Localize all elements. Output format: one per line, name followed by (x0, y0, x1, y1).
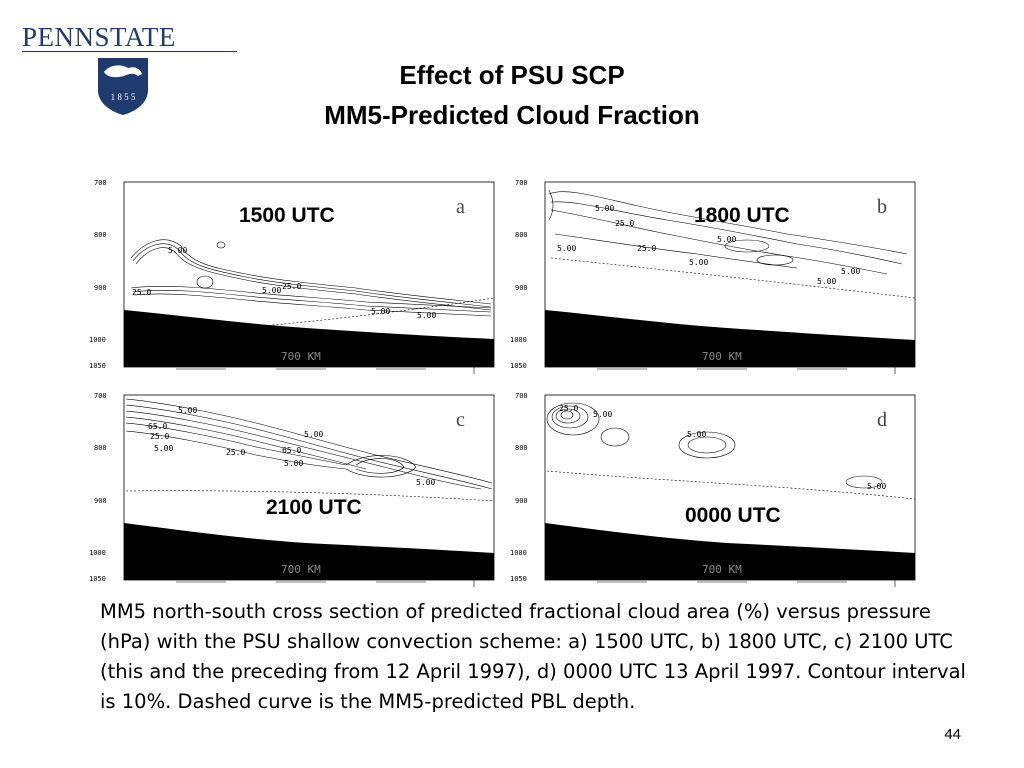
contour-label: 25.0 (132, 288, 151, 297)
contour-label: 5.00 (717, 235, 736, 244)
contour-label: 5.00 (689, 258, 708, 267)
contour-label: 25.0 (282, 282, 301, 291)
contour-label: 5.00 (178, 406, 197, 415)
ytick: 900 (515, 284, 528, 292)
contour-label: 5.00 (595, 204, 614, 213)
ytick: 700 (515, 392, 528, 400)
contour-label: 5.00 (168, 246, 187, 255)
ytick: 1000 (89, 336, 106, 344)
panel-c-time: 2100 UTC (266, 496, 362, 519)
ytick: 1000 (510, 336, 527, 344)
contour-label: 5.00 (817, 277, 836, 286)
contour-label: 5.00 (371, 307, 390, 316)
ytick: 900 (94, 497, 107, 505)
contour-label: 25.0 (615, 219, 634, 228)
contour-label: 5.00 (841, 267, 860, 276)
cross-section-panel-d: 700 800 900 1000 1050 700 KM 25.0 5.00 5… (507, 389, 917, 599)
panel-d-plot: 700 800 900 1000 1050 700 KM 25.0 5.00 5… (510, 392, 916, 587)
panel-b-plot: 700 800 900 1000 1050 700 KM 5.00 25.0 5… (510, 179, 916, 374)
cross-section-panel-a: 700 800 900 1000 1050 700 KM 5.00 25.0 5… (86, 176, 496, 386)
panel-a-plot: 700 800 900 1000 1050 700 KM 5.00 25.0 5… (89, 179, 495, 374)
logo-year: 1 8 5 5 (111, 92, 136, 102)
nittany-lion-shield-icon: 1 8 5 5 (98, 58, 148, 115)
cross-section-panel-c: 700 800 900 1000 1050 700 KM 5.00 65.0 2… (86, 389, 496, 599)
ytick: 700 (515, 179, 528, 187)
ytick: 800 (94, 231, 107, 239)
cross-section-panel-b: 700 800 900 1000 1050 700 KM 5.00 25.0 5… (507, 176, 917, 386)
contour-label: 65.0 (148, 422, 167, 431)
scale-label: 700 KM (281, 350, 321, 363)
ytick: 800 (515, 444, 528, 452)
contour-label: 65.0 (282, 446, 301, 455)
ytick: 800 (515, 231, 528, 239)
ytick: 900 (515, 497, 528, 505)
panel-d-letter: d (877, 409, 887, 431)
scale-label: 700 KM (702, 350, 742, 363)
contour-label: 5.00 (416, 478, 435, 487)
figure-caption: MM5 north-south cross section of predict… (100, 600, 966, 713)
ytick: 900 (94, 284, 107, 292)
scale-label: 700 KM (702, 563, 742, 576)
contour-label: 5.00 (593, 410, 612, 419)
panel-c-plot: 700 800 900 1000 1050 700 KM 5.00 65.0 2… (89, 392, 495, 587)
contour-label: 5.00 (687, 430, 706, 439)
panel-b-time: 1800 UTC (694, 204, 790, 227)
panel-b-letter: b (877, 196, 887, 218)
contour-label: 5.00 (284, 459, 303, 468)
contour-label: 5.00 (304, 430, 323, 439)
contour-label: 25.0 (559, 404, 578, 413)
ytick: 700 (94, 392, 107, 400)
ytick: 800 (94, 444, 107, 452)
scale-label: 700 KM (281, 563, 321, 576)
contour-label: 25.0 (637, 244, 656, 253)
ytick: 1050 (510, 575, 527, 583)
slide-title-line1: Effect of PSU SCP (399, 60, 625, 90)
ytick: 700 (94, 179, 107, 187)
ytick: 1050 (510, 362, 527, 370)
pennstate-logo-text: PENNSTATE (22, 22, 176, 52)
panel-c-letter: c (456, 409, 465, 431)
contour-label: 5.00 (417, 311, 436, 320)
ytick: 1000 (510, 549, 527, 557)
panel-d-time: 0000 UTC (685, 504, 781, 527)
logo-rule (22, 51, 237, 52)
slide-title-line2: MM5-Predicted Cloud Fraction (324, 100, 700, 130)
contour-label: 5.00 (557, 244, 576, 253)
contour-label: 5.00 (867, 482, 886, 491)
contour-label: 25.0 (226, 448, 245, 457)
ytick: 1050 (89, 362, 106, 370)
panel-a-time: 1500 UTC (239, 204, 335, 227)
panel-a-letter: a (456, 196, 465, 218)
contour-label: 5.00 (154, 444, 173, 453)
ytick: 1000 (89, 549, 106, 557)
page-number: 44 (944, 726, 961, 743)
contour-label: 5.00 (262, 286, 281, 295)
ytick: 1050 (89, 575, 106, 583)
contour-label: 25.0 (150, 432, 169, 441)
